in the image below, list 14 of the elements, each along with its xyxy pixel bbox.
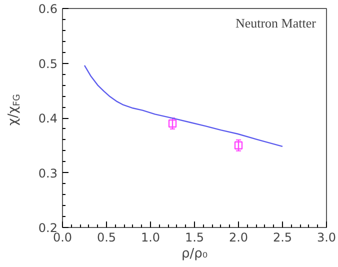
x-tick-label: 1.5 — [184, 230, 204, 244]
annotation: Neutron Matter — [235, 15, 317, 30]
y-tick-label: 0.3 — [38, 166, 58, 180]
x-axis-title: ρ/ρ₀ — [181, 246, 208, 262]
x-tick-label: 2.0 — [228, 230, 248, 244]
line-series — [84, 64, 284, 148]
x-tick-label: 3.0 — [316, 230, 336, 244]
y-tick-label: 0.4 — [38, 112, 58, 126]
y-tick-label: 0.5 — [38, 56, 58, 71]
x-tick-label: 0.0 — [52, 230, 72, 244]
x-tick-label: 0.5 — [96, 230, 116, 244]
x-tick-label: 1.0 — [140, 230, 160, 244]
x-tick-label: 2.5 — [272, 230, 292, 244]
y-tick-label: 0.6 — [38, 2, 58, 16]
